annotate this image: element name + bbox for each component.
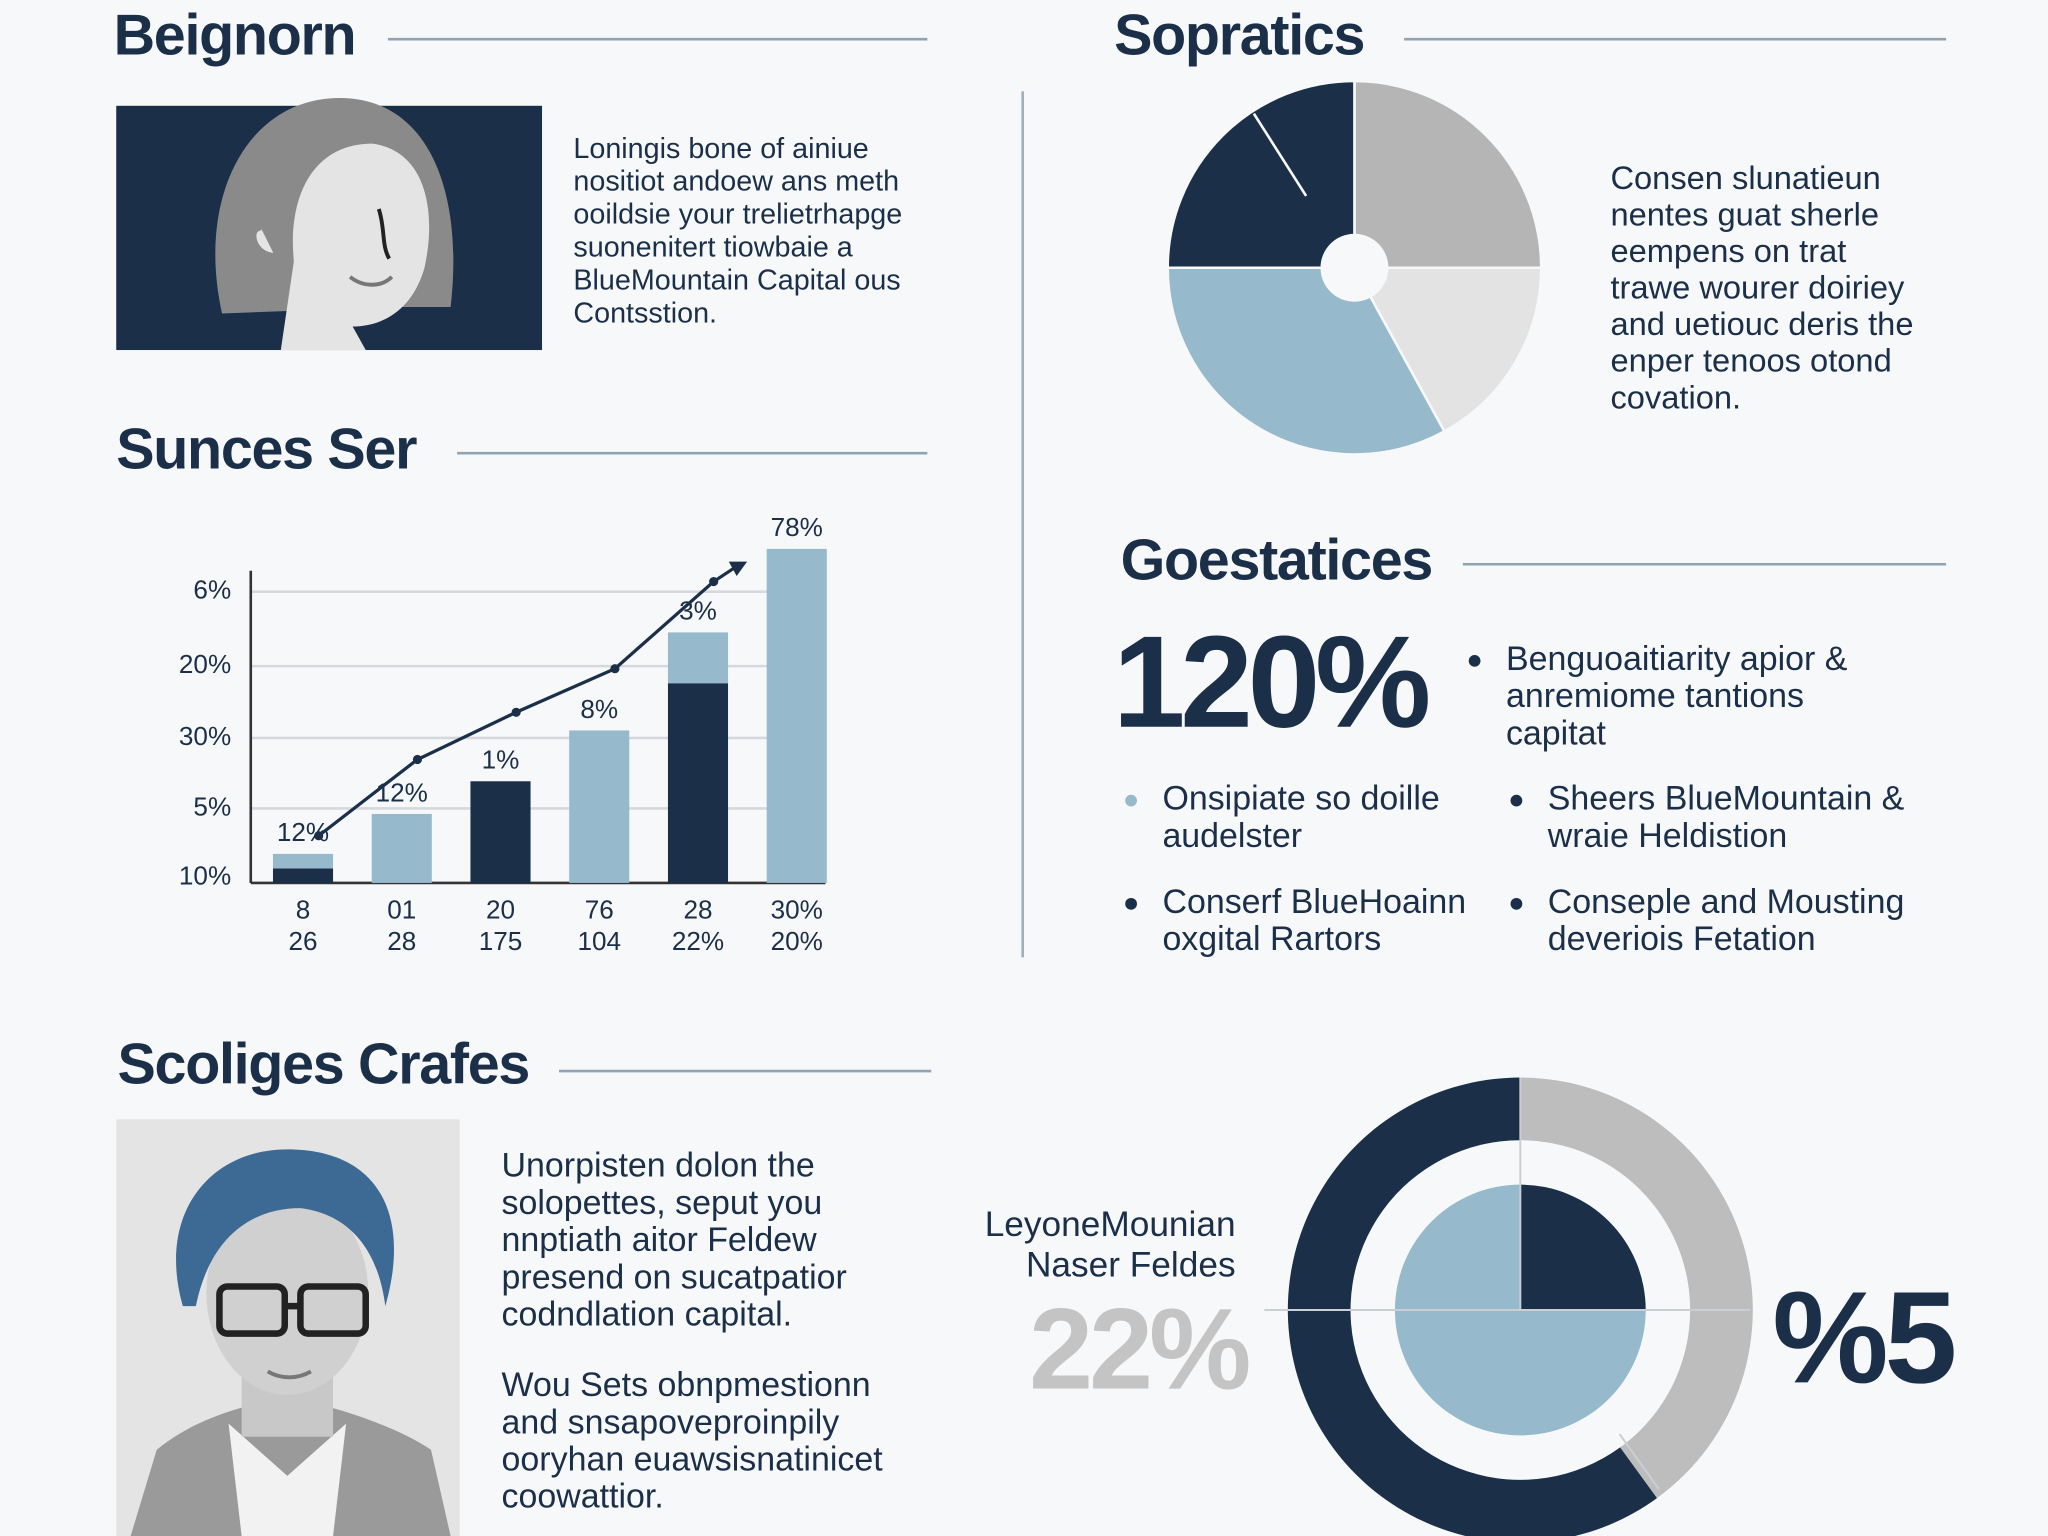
paragraph-line: Contsstion. (573, 297, 717, 329)
x-tick-label: 28 (683, 895, 712, 925)
donut-label: LeyoneMounian (985, 1205, 1236, 1244)
paragraph-line: BlueMountain Capital ous (573, 264, 900, 296)
bullet-line: capitat (1506, 714, 1607, 752)
paragraph-line: coowattior. (502, 1478, 664, 1516)
paragraph-line: trawe wourer doiriey (1610, 269, 1905, 306)
paragraph-line: Unorpisten dolon the (502, 1147, 815, 1185)
bar-annotation: 8% (580, 694, 618, 724)
pie-slice (1353, 79, 1543, 270)
big-stat: 120% (1113, 609, 1428, 755)
x-tick-label: 30% (771, 895, 823, 925)
section-title: Beignorn (114, 3, 356, 67)
paragraph-line: Wou Sets obnpmestionn (502, 1366, 871, 1404)
bullet-line: audelster (1162, 817, 1302, 855)
x-tick-label: 76 (585, 895, 614, 925)
bar (272, 853, 334, 869)
bullet-dot (1510, 897, 1523, 910)
bar (667, 683, 729, 883)
guide-line (1618, 1433, 1660, 1490)
x-tick-sublabel: 22% (672, 926, 724, 956)
section-title: Scoliges Crafes (118, 1033, 530, 1097)
paragraph-line: nnptiath aitor Feldew (502, 1221, 818, 1259)
bullet-dot (1468, 655, 1481, 667)
pie-slice (1352, 266, 1543, 434)
bullet-line: Conserf BlueHoainn (1162, 883, 1466, 921)
trend-point (412, 754, 423, 765)
bullet-dot (1125, 897, 1137, 910)
outer-segment (1520, 1077, 1753, 1499)
y-tick-label: 30% (179, 721, 231, 751)
x-tick-sublabel: 175 (479, 926, 523, 956)
pie-hole (1320, 233, 1389, 302)
x-tick-label: 01 (387, 895, 416, 925)
inner-segment (1520, 1184, 1646, 1311)
paragraph-line: Loningis bone of ainiue (573, 133, 868, 165)
paragraph-line: nentes guat sherle (1610, 195, 1879, 232)
bullet-line: Sheers BlueMountain & (1548, 780, 1905, 818)
bullet-line: oxgital Rartors (1162, 920, 1381, 958)
bar (766, 548, 827, 883)
x-tick-sublabel: 20% (771, 926, 823, 956)
x-tick-label: 8 (296, 895, 311, 925)
y-tick-label: 5% (193, 791, 231, 821)
section-title: Sopratics (1114, 3, 1364, 67)
paragraph-line: presend on sucatpatior (502, 1258, 847, 1296)
paragraph-line: enper tenoos otond (1610, 342, 1891, 379)
paragraph-line: and uetiouc deris the (1610, 305, 1913, 342)
paragraph-line: nositiot andoew ans meth (573, 166, 899, 198)
bar-annotation: 3% (679, 596, 717, 626)
pie-slice (1166, 79, 1356, 270)
donut-label: Naser Feldes (1026, 1245, 1236, 1284)
x-tick-sublabel: 26 (288, 926, 317, 956)
right-stat: %5 (1772, 1264, 1953, 1410)
y-tick-label: 6% (193, 575, 231, 605)
bar (667, 632, 729, 684)
bullet-line: wraie Heldistion (1547, 817, 1788, 855)
section-title: Sunces Ser (116, 417, 417, 481)
y-tick-label: 10% (179, 861, 231, 891)
paragraph-line: Consen slunatieun (1610, 159, 1880, 196)
pie-pointer (1252, 112, 1308, 197)
bullet-line: Benguoaitiarity apior & (1506, 640, 1848, 678)
portrait-top (116, 97, 543, 351)
outer-segment (1287, 1077, 1657, 1536)
bar-annotation: 12% (376, 777, 428, 807)
trend-point (511, 707, 521, 717)
paragraph-line: and snsapoveproinpily (502, 1403, 840, 1441)
trend-arrowhead (728, 561, 748, 576)
trend-point (314, 831, 324, 841)
bar-annotation: 1% (482, 745, 520, 775)
paragraph-line: codndlation capital. (502, 1296, 793, 1334)
portrait-bottom (116, 1119, 460, 1536)
y-tick-label: 20% (179, 649, 231, 679)
paragraph-line: solopettes, seput you (502, 1184, 823, 1222)
bar (272, 868, 334, 883)
bullet-line: Conseple and Mousting (1548, 883, 1905, 921)
pie-slice (1166, 266, 1447, 456)
bar (371, 813, 432, 883)
bar (569, 730, 630, 883)
trend-point (610, 664, 620, 674)
x-tick-sublabel: 104 (577, 926, 621, 956)
x-tick-label: 20 (486, 895, 515, 925)
paragraph-line: ooryhan euawsisnatinicet (502, 1441, 884, 1479)
bar-annotation: 78% (771, 512, 823, 542)
paragraph-line: suonenitert tiowbaie a (573, 232, 852, 264)
paragraph-line: eempens on trat (1610, 232, 1846, 269)
bullet-line: anremiome tantions (1506, 677, 1804, 715)
bullet-dot (1125, 794, 1137, 807)
bullet-line: Onsipiate so doille (1162, 780, 1439, 818)
bullet-line: deveriois Fetation (1548, 920, 1816, 958)
paragraph-line: covation. (1610, 378, 1741, 415)
bar (470, 781, 531, 883)
left-stat: 22% (1029, 1286, 1249, 1414)
section-title: Goestatices (1121, 528, 1432, 592)
paragraph-line: ooildsie your trelietrhapge (573, 199, 902, 231)
x-tick-sublabel: 28 (387, 926, 416, 956)
bullet-dot (1510, 794, 1523, 807)
